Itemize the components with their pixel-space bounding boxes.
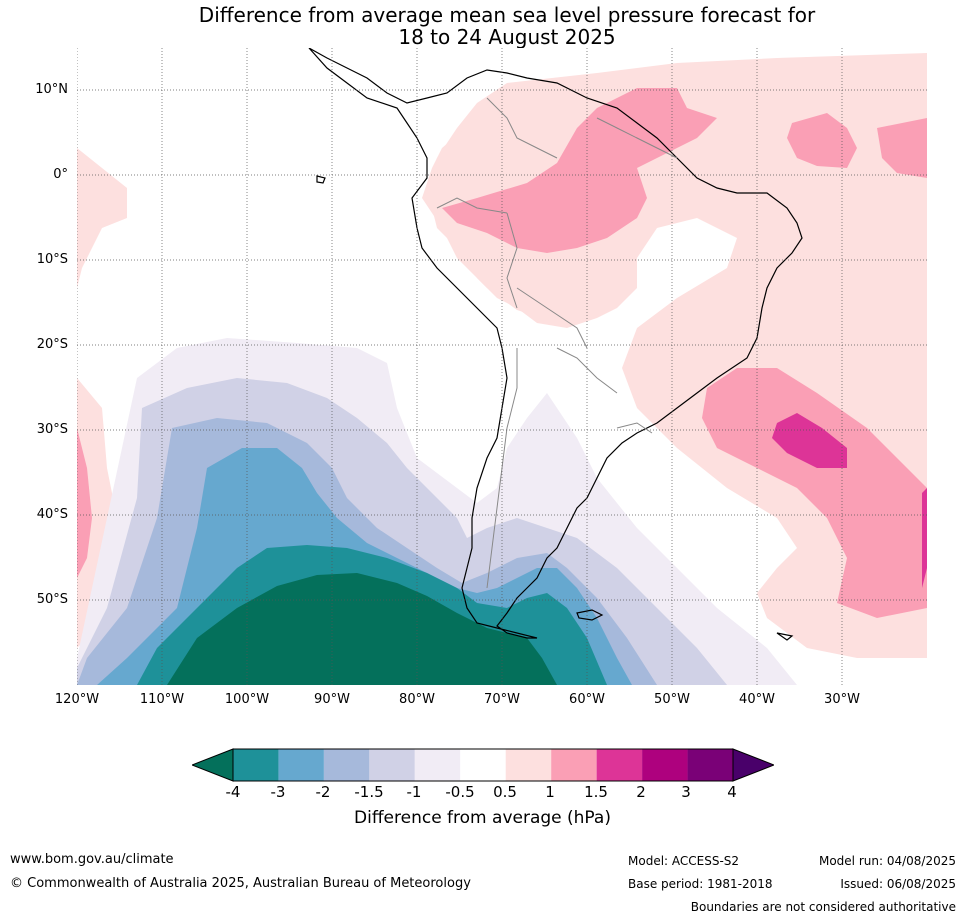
colorbar-swatch: [596, 749, 643, 781]
coastlines: [308, 48, 803, 641]
south-georgia: [776, 632, 794, 641]
footer-issued: Issued: 06/08/2025: [840, 877, 956, 891]
border-guianas: [596, 117, 678, 159]
negative-anomaly-areas: [77, 338, 797, 685]
colorbar-swatch: [278, 749, 324, 781]
colorbar-tick: 1: [545, 783, 555, 801]
footer-disclaimer: Boundaries are not considered authoritat…: [690, 900, 956, 914]
anomaly-west-pacific-light: [77, 148, 127, 288]
anomaly-south-atlantic-pink: [702, 368, 927, 618]
colorbar-tick: -4: [225, 783, 241, 801]
colorbar-title: Difference from average (hPa): [354, 808, 611, 828]
lon-label-60w: 60°W: [569, 692, 605, 707]
colorbar-tick: -3: [270, 783, 286, 801]
colorbar-swatch: [642, 749, 688, 781]
lon-label-80w: 80°W: [399, 692, 435, 707]
border-colombia-venezuela: [486, 97, 558, 159]
colorbar-extend-low: [190, 748, 234, 782]
border-colombia-peru: [436, 197, 508, 214]
anomaly-atlantic-pink-2: [877, 118, 927, 178]
footer-base-period: Base period: 1981-2018: [628, 877, 773, 891]
lon-label-30w: 30°W: [824, 692, 860, 707]
border-peru-brazil: [506, 212, 518, 309]
colorbar-swatch: [369, 749, 415, 781]
lat-label-40s: 40°S: [36, 507, 68, 522]
lat-label-50s: 50°S: [36, 592, 68, 607]
anomaly-south-atlantic-magenta: [772, 413, 847, 468]
colorbar-swatch: [551, 749, 597, 781]
chart-title: Difference from average mean sea level p…: [0, 4, 965, 48]
lon-label-50w: 50°W: [654, 692, 690, 707]
colorbar: [190, 748, 776, 786]
colorbar-tick: -0.5: [445, 783, 475, 801]
colorbar-swatch: [460, 749, 506, 781]
lon-label-90w: 90°W: [314, 692, 350, 707]
anomaly-atlantic-pink-1: [787, 113, 857, 168]
lat-label-30s: 30°S: [36, 422, 68, 437]
colorbar-tick: -2: [315, 783, 331, 801]
lat-label-0: 0°: [53, 167, 68, 182]
colorbar-tick: -1.5: [354, 783, 384, 801]
lon-label-120w: 120°W: [54, 692, 100, 707]
colorbar-swatch: [233, 749, 279, 781]
colorbar-swatch: [687, 749, 733, 781]
colorbar-swatch: [505, 749, 552, 781]
colorbar-extend-high: [732, 748, 776, 782]
lat-label-20s: 20°S: [36, 337, 68, 352]
graticule: [77, 48, 927, 685]
anomaly-brazil-pink: [442, 88, 717, 253]
colorbar-tick: 3: [681, 783, 691, 801]
lon-label-70w: 70°W: [484, 692, 520, 707]
galapagos-islands: [316, 175, 326, 184]
colorbar-tick: 4: [727, 783, 737, 801]
colorbar-swatch: [414, 749, 461, 781]
lon-label-110w: 110°W: [139, 692, 185, 707]
colorbar-tick: 1.5: [584, 783, 608, 801]
title-line-2: 18 to 24 August 2025: [398, 25, 616, 49]
lon-label-100w: 100°W: [224, 692, 270, 707]
south-america-coastline: [308, 48, 803, 639]
anomaly-minus-4: [167, 573, 557, 685]
footer-url[interactable]: www.bom.gov.au/climate: [10, 852, 174, 867]
colorbar-tick: -1: [406, 783, 422, 801]
anomaly-east-edge-magenta: [922, 488, 927, 588]
colorbar-tick: 2: [636, 783, 646, 801]
colorbar-tick: 0.5: [493, 783, 517, 801]
footer-model-run: Model run: 04/08/2025: [818, 854, 956, 868]
footer-copyright: © Commonwealth of Australia 2025, Austra…: [10, 876, 471, 891]
footer-model: Model: ACCESS-S2: [628, 854, 740, 868]
lon-label-40w: 40°W: [739, 692, 775, 707]
falkland-islands: [576, 609, 604, 621]
colorbar-outline: [232, 748, 734, 782]
title-line-1: Difference from average mean sea level p…: [198, 3, 816, 27]
border-brazil-bolivia: [516, 287, 588, 349]
anomaly-far-west-pink: [77, 428, 92, 578]
lat-label-10s: 10°S: [36, 252, 68, 267]
colorbar-swatch: [323, 749, 370, 781]
border-bolivia-paraguay: [556, 347, 618, 394]
lat-label-10n: 10°N: [35, 82, 68, 97]
pressure-anomaly-map: [77, 48, 927, 685]
